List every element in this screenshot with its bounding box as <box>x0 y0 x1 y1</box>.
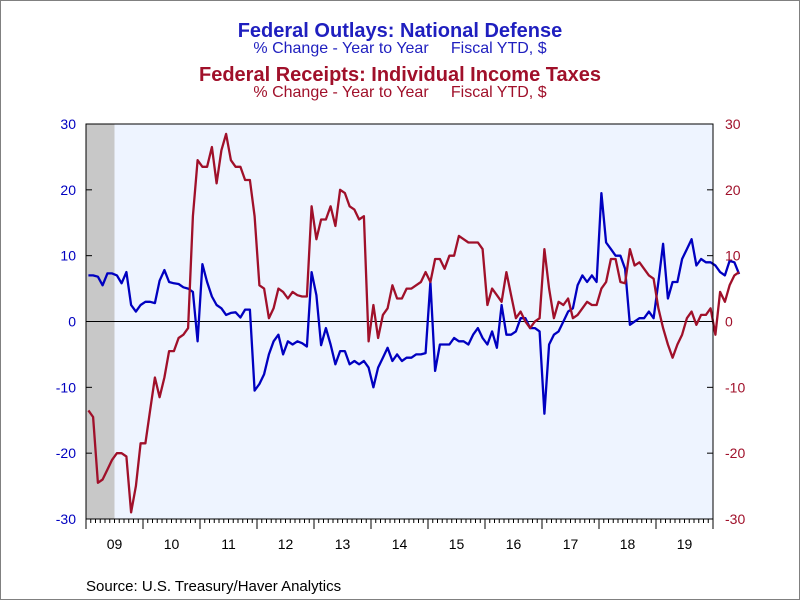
y-tick-label-left: -20 <box>56 445 76 461</box>
source-note: Source: U.S. Treasury/Haver Analytics <box>86 578 342 595</box>
y-tick-label-right: -30 <box>725 511 745 527</box>
y-tick-label-right: -10 <box>725 379 745 395</box>
x-tick-label: 18 <box>620 536 636 552</box>
series-line-income-tax-receipts <box>87 132 740 514</box>
y-tick-label-right: 30 <box>725 116 741 132</box>
x-tick-label: 16 <box>506 536 522 552</box>
x-tick-label: 12 <box>278 536 294 552</box>
x-tick-label: 17 <box>563 536 579 552</box>
chart-title-defense: Federal Outlays: National Defense <box>237 20 563 42</box>
x-tick-label: 09 <box>107 536 123 552</box>
y-tick-label-right: 20 <box>725 182 741 198</box>
chart-subtitle-receipts: % Change - Year to Year Fiscal YTD, $ <box>253 84 547 101</box>
y-tick-label-right: 10 <box>725 248 741 264</box>
x-tick-label: 15 <box>449 536 465 552</box>
x-tick-label: 14 <box>392 536 408 552</box>
y-tick-label-left: 10 <box>60 248 76 264</box>
x-tick-label: 19 <box>677 536 693 552</box>
series-line-defense-outlays <box>88 191 741 415</box>
chart-title-receipts: Federal Receipts: Individual Income Taxe… <box>199 64 601 86</box>
chart-subtitle-defense: % Change - Year to Year Fiscal YTD, $ <box>253 40 547 57</box>
y-tick-label-left: 0 <box>68 314 76 330</box>
x-tick-label: 10 <box>164 536 180 552</box>
y-tick-label-left: 20 <box>60 182 76 198</box>
y-tick-label-right: 0 <box>725 314 733 330</box>
y-tick-label-left: -10 <box>56 379 76 395</box>
x-tick-label: 13 <box>335 536 351 552</box>
y-tick-label-right: -20 <box>725 445 745 461</box>
y-tick-label-left: -30 <box>56 511 76 527</box>
x-tick-label: 11 <box>221 536 236 552</box>
y-tick-label-left: 30 <box>60 116 76 132</box>
